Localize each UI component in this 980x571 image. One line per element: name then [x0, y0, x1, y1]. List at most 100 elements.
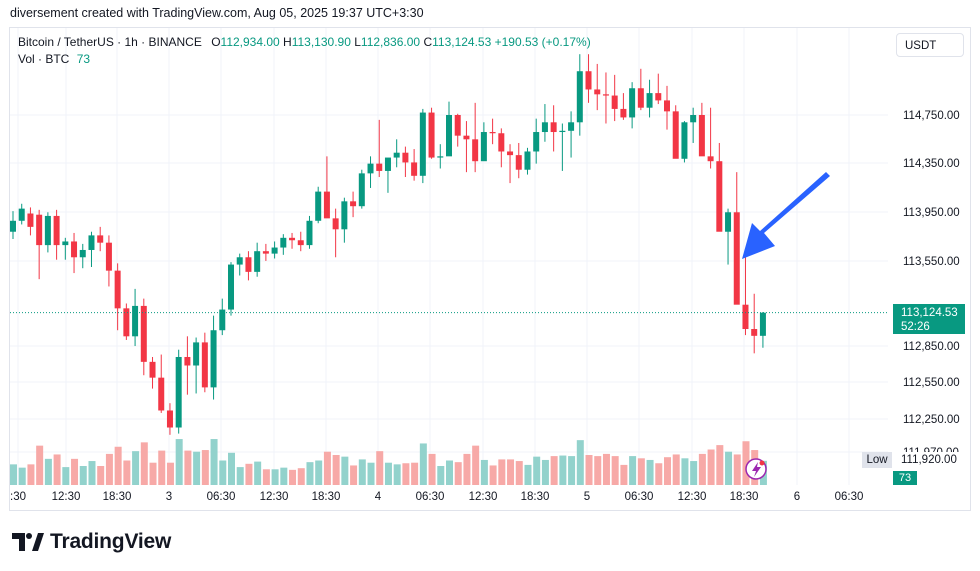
candle-body: [367, 163, 374, 174]
volume-legend[interactable]: Vol · BTC 73: [18, 52, 90, 66]
candle-body: [463, 135, 470, 140]
volume-bar: [489, 465, 497, 485]
volume-bar: [149, 462, 157, 485]
tradingview-logo[interactable]: TradingView: [12, 530, 171, 554]
candle-body: [480, 132, 487, 162]
candle-body: [280, 237, 287, 248]
volume-bar: [245, 463, 253, 485]
volume-bar: [332, 455, 340, 485]
volume-bar: [411, 462, 419, 485]
candle-body: [228, 264, 234, 310]
time-axis-label: 18:30: [103, 491, 132, 503]
volume-bar: [725, 451, 733, 485]
candle-body: [97, 235, 104, 243]
volume-bar: [289, 469, 297, 485]
volume-bar: [533, 456, 541, 485]
volume-bar: [672, 454, 680, 485]
volume-bar: [472, 445, 480, 485]
candle-body: [637, 88, 644, 108]
close-value: 113,124.53: [432, 35, 492, 49]
candle-body: [376, 163, 383, 171]
volume-bar: [620, 464, 628, 485]
volume-bar: [201, 450, 209, 485]
volume-bar: [350, 465, 358, 485]
candle-body: [428, 112, 435, 158]
volume-bar: [79, 466, 87, 485]
blue-arrow-icon: [742, 172, 830, 259]
price-axis-label: 112,250.00: [903, 414, 960, 426]
chart-grid: [10, 28, 888, 485]
candle-body: [681, 122, 688, 159]
candle-body: [602, 94, 609, 96]
time-axis: :30 12:30 18:30 3 06:30 12:30 18:30 4 06:30 12:30…: [10, 491, 863, 503]
candle-body: [759, 312, 766, 336]
volume-bar: [10, 464, 17, 485]
volume-bar: [97, 466, 105, 485]
candle-body: [533, 132, 540, 152]
volume-bar: [559, 455, 567, 485]
candle-body: [332, 218, 339, 230]
candle-body: [114, 270, 121, 309]
volume-bar: [358, 459, 366, 485]
volume-bar: [594, 456, 602, 485]
volume-bar: [690, 461, 698, 485]
volume-bar: [18, 467, 26, 485]
price-axis-label: 112,850.00: [903, 341, 960, 353]
volume-bar: [646, 459, 654, 485]
candle-body: [27, 213, 34, 227]
time-axis-label: 12:30: [52, 491, 81, 503]
volume-bar: [637, 458, 645, 485]
volume-bar: [541, 459, 549, 485]
currency-button[interactable]: USDT: [896, 33, 964, 57]
candle-body: [742, 304, 749, 330]
volume-bar: [463, 453, 471, 485]
candle-body: [611, 95, 618, 109]
time-axis-label: 3: [166, 491, 172, 503]
candle-body: [88, 235, 95, 250]
candle-body: [132, 305, 139, 337]
volume-bar: [742, 441, 750, 485]
time-axis-label: 6: [794, 491, 800, 503]
volume-bar: [498, 459, 506, 485]
bar-countdown: 52:26: [901, 321, 930, 333]
volume-bar: [271, 469, 279, 485]
volume-bar: [550, 456, 558, 485]
candle-body: [175, 356, 182, 428]
candle-body: [210, 330, 217, 388]
volume-bar: [228, 452, 235, 485]
volume-bar: [585, 455, 593, 485]
candle-body: [219, 309, 226, 331]
candle-body: [472, 139, 479, 162]
time-axis-label: 06:30: [207, 491, 236, 503]
volume-axis-tag: 73: [893, 471, 917, 485]
volume-bar: [297, 468, 305, 485]
volume-bar: [184, 450, 192, 485]
lightning-icon[interactable]: [745, 458, 767, 480]
candle-body: [36, 214, 43, 246]
candle-body: [751, 329, 758, 336]
candle-body: [655, 93, 662, 101]
volume-bar: [716, 445, 724, 485]
candle-body: [672, 111, 679, 159]
symbol-legend[interactable]: Bitcoin / TetherUS · 1h · BINANCE O112,9…: [18, 35, 591, 49]
volume-bar: [175, 439, 183, 485]
volume-bar: [53, 454, 61, 485]
volume-bar: [655, 463, 663, 485]
candle-body: [306, 220, 313, 246]
volume-bar: [158, 450, 166, 485]
time-axis-label: 12:30: [678, 491, 707, 503]
volume-bar: [384, 462, 392, 485]
chart-frame[interactable]: [9, 27, 971, 511]
volume-bar: [219, 460, 227, 485]
candle-body: [271, 247, 278, 254]
time-axis-label: 12:30: [469, 491, 498, 503]
volume-bar: [210, 439, 218, 485]
candle-body: [341, 201, 348, 230]
candle-body: [140, 305, 147, 362]
price-axis-label: 114,350.00: [903, 158, 960, 170]
open-label: O: [211, 35, 221, 49]
volume-bar: [315, 460, 323, 485]
candle-body: [193, 342, 200, 366]
volume-bar: [71, 458, 79, 485]
